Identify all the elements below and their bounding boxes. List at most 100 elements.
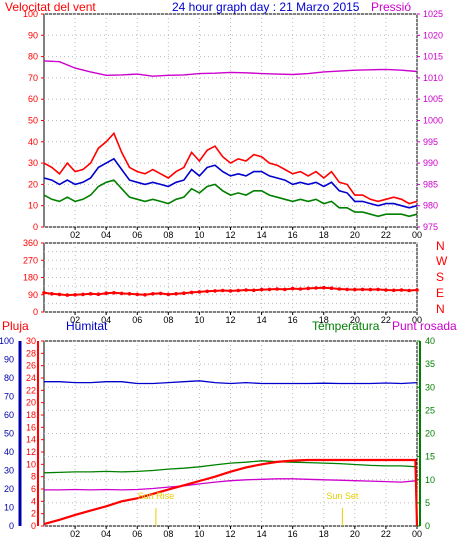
rain-tick-label-30: 30: [26, 336, 36, 346]
sun-markers: Sun Rise Sun Set: [138, 491, 359, 526]
clim-xtick-label-08: 08: [163, 529, 173, 539]
humidity-tick-label-50: 50: [4, 429, 14, 439]
rain-tick-label-16: 16: [26, 422, 36, 432]
rain-tick-label-10: 10: [26, 459, 36, 469]
dir-xtick-label-16: 16: [288, 315, 298, 325]
clim-xtick-label-20: 20: [350, 529, 360, 539]
dir-xtick-label-06: 06: [132, 315, 142, 325]
pressure-right-tick-label-995: 995: [423, 137, 438, 147]
header-date-title: 24 hour graph day : 21 Marzo 2015: [172, 0, 360, 14]
dir-xtick-label-20: 20: [350, 315, 360, 325]
clim-xtick-label-10: 10: [194, 529, 204, 539]
temp-right-tick-label-5: 5: [425, 498, 430, 508]
humidity-tick-label-0: 0: [9, 521, 14, 531]
wind-left-tick-label-0: 0: [33, 222, 38, 232]
humidity-tick-label-100: 100: [0, 336, 14, 346]
pressure-right-tick-label-1005: 1005: [423, 94, 443, 104]
sun-set-label: Sun Set: [326, 491, 359, 501]
clim-xtick-label-18: 18: [319, 529, 329, 539]
temp-right-tick-label-25: 25: [425, 405, 435, 415]
dir-xtick-label-00: 00: [412, 315, 422, 325]
wind-series-line-3: [43, 60, 418, 77]
rain-tick-label-28: 28: [26, 348, 36, 358]
dir-left-tick-label-90: 90: [28, 290, 38, 300]
direction-panel-series: [42, 285, 419, 297]
rain-tick-label-8: 8: [31, 472, 36, 482]
label-humitat: Humitat: [66, 319, 108, 333]
pressure-right-tick-label-1015: 1015: [423, 52, 443, 62]
pressure-right-tick-label-975: 975: [423, 222, 438, 232]
wind-left-tick-label-80: 80: [28, 52, 38, 62]
sun-rise-label: Sun Rise: [138, 491, 175, 501]
wind-series-line-1: [43, 157, 418, 209]
dir-series-line: [43, 286, 418, 297]
rain-tick-label-20: 20: [26, 398, 36, 408]
dir-xtick-label-14: 14: [257, 315, 267, 325]
dir-left-tick-label-360: 360: [23, 238, 38, 248]
clim-series-line-2: [44, 478, 418, 491]
rain-tick-label-18: 18: [26, 410, 36, 420]
humidity-tick-label-60: 60: [4, 410, 14, 420]
wind-left-tick-label-100: 100: [23, 9, 38, 19]
climate-panel-axes: 0510152025303540010203040506070809010002…: [0, 336, 435, 539]
humidity-tick-label-20: 20: [4, 484, 14, 494]
clim-series-line-0: [44, 380, 418, 385]
dir-left-tick-label-270: 270: [23, 255, 38, 265]
humidity-tick-label-30: 30: [4, 466, 14, 476]
wind-xtick-label-02: 02: [70, 230, 80, 240]
temp-right-tick-label-20: 20: [425, 429, 435, 439]
wind-panel-axes: 0102030405060708090100975980985990995100…: [23, 9, 443, 240]
wind-xtick-label-14: 14: [257, 230, 267, 240]
temp-right-tick-label-0: 0: [425, 521, 430, 531]
pressure-right-tick-label-1010: 1010: [423, 73, 443, 83]
clim-xtick-label-04: 04: [101, 529, 111, 539]
dir-xtick-label-08: 08: [163, 315, 173, 325]
rain-tick-label-26: 26: [26, 361, 36, 371]
rain-tick-label-2: 2: [31, 509, 36, 519]
wind-series-line-0: [43, 131, 418, 205]
clim-series-line-3: [43, 458, 419, 527]
rain-tick-label-0: 0: [31, 521, 36, 531]
humidity-tick-label-80: 80: [4, 373, 14, 383]
pressure-right-tick-label-1020: 1020: [423, 30, 443, 40]
wind-xtick-label-08: 08: [163, 230, 173, 240]
label-punt-rosada: Punt rosada: [392, 319, 457, 333]
pressure-right-tick-label-1025: 1025: [423, 9, 443, 19]
wind-left-tick-label-50: 50: [28, 116, 38, 126]
wind-xtick-label-12: 12: [225, 230, 235, 240]
wind-left-tick-label-30: 30: [28, 158, 38, 168]
wind-xtick-label-06: 06: [132, 230, 142, 240]
wind-left-tick-label-20: 20: [28, 179, 38, 189]
climate-panel-series: [43, 380, 419, 527]
label-temperatura: Temperatura: [312, 319, 380, 333]
wind-series-line-2: [43, 179, 418, 218]
wind-xtick-label-20: 20: [350, 230, 360, 240]
clim-series-line-1: [43, 460, 418, 474]
wind-left-tick-label-40: 40: [28, 137, 38, 147]
wind-left-tick-label-60: 60: [28, 94, 38, 104]
dir-xtick-label-22: 22: [381, 315, 391, 325]
rain-tick-label-24: 24: [26, 373, 36, 383]
rain-tick-label-6: 6: [31, 484, 36, 494]
wind-left-tick-label-10: 10: [28, 201, 38, 211]
dir-xtick-label-12: 12: [225, 315, 235, 325]
direction-panel-grid: [44, 242, 418, 313]
direction-letter-w: W: [436, 254, 448, 268]
direction-panel-axes: 0 90 180 270 360 02 04 06 08 10 12 14 16 18 20 22 00: [23, 238, 422, 325]
dir-xtick-label-10: 10: [194, 315, 204, 325]
humidity-tick-label-70: 70: [4, 392, 14, 402]
pressure-right-tick-label-980: 980: [423, 201, 438, 211]
wind-xtick-label-22: 22: [381, 230, 391, 240]
direction-letter-n-bottom: N: [436, 302, 445, 316]
humidity-tick-label-10: 10: [4, 503, 14, 513]
pressure-right-tick-label-1000: 1000: [423, 116, 443, 126]
temp-right-tick-label-35: 35: [425, 359, 435, 369]
header-pressure-title: Pressió: [371, 0, 411, 14]
wind-xtick-label-18: 18: [319, 230, 329, 240]
rain-tick-label-4: 4: [31, 496, 36, 506]
dir-xtick-label-02: 02: [70, 315, 80, 325]
humidity-tick-label-40: 40: [4, 447, 14, 457]
wind-xtick-label-00: 00: [412, 230, 422, 240]
rain-tick-label-12: 12: [26, 447, 36, 457]
